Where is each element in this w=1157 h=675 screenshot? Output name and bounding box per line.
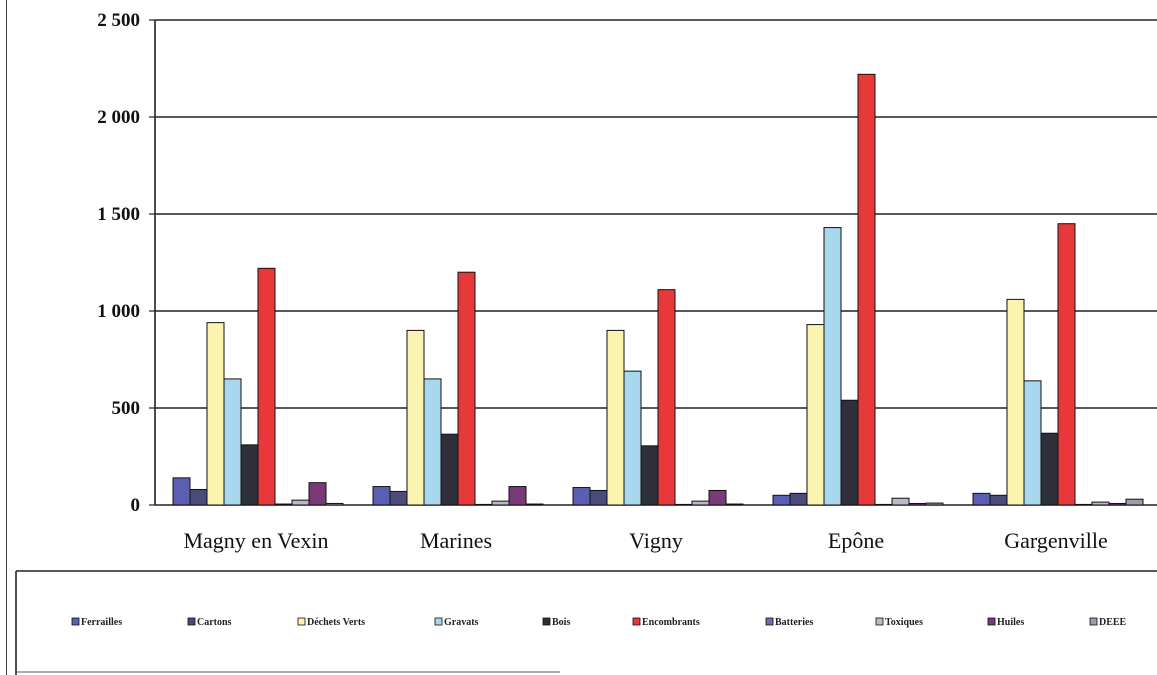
x-category-label: Vigny (629, 528, 683, 553)
bar (606, 329, 625, 506)
bar (989, 494, 1008, 506)
bar (508, 486, 527, 506)
legend-label: Bois (552, 617, 570, 628)
bar (423, 378, 442, 506)
bar (857, 73, 876, 506)
bar (240, 444, 259, 506)
y-tick-label: 500 (112, 398, 141, 419)
bar (589, 489, 608, 506)
legend-swatch (1089, 617, 1098, 626)
bar (640, 445, 659, 506)
bar (1006, 298, 1025, 506)
bar (972, 492, 991, 506)
legend-label: Batteries (775, 617, 813, 628)
y-tick-label: 2 000 (97, 107, 140, 128)
bar (325, 502, 344, 506)
legend-swatch (71, 617, 80, 626)
y-tick-label: 0 (131, 495, 141, 516)
bar (257, 267, 276, 506)
y-tick-label: 2 500 (97, 10, 140, 31)
chart-axes (149, 19, 1157, 506)
bar (1057, 223, 1076, 506)
bar (840, 399, 859, 506)
legend-label: Ferrailles (81, 617, 122, 628)
x-axis-categories: Magny en Vexin Marines Vigny Epône Gargenvil… (183, 528, 1107, 553)
page-border (6, 0, 7, 675)
bar (1023, 380, 1042, 506)
legend-swatch (765, 617, 774, 626)
legend-label: Déchets Verts (307, 617, 365, 628)
legend-label: Cartons (197, 617, 232, 628)
bar (708, 489, 727, 506)
x-category-label: Gargenville (1004, 528, 1107, 553)
bar (308, 482, 327, 506)
bar (691, 500, 710, 506)
grid-lines (155, 19, 1157, 409)
x-category-label: Marines (420, 528, 492, 553)
legend-swatch (434, 617, 443, 626)
legend-swatch (187, 617, 196, 626)
bar (725, 503, 744, 506)
bar (572, 487, 591, 506)
legend-swatch (875, 617, 884, 626)
bar (1074, 503, 1093, 506)
bar (823, 227, 842, 506)
y-axis-ticks: 0 500 1 000 1 500 2 000 2 500 (97, 10, 140, 516)
bar (674, 503, 693, 506)
bar (406, 329, 425, 506)
legend-label: Encombrants (642, 617, 700, 628)
x-category-label: Magny en Vexin (183, 528, 328, 553)
bar (372, 486, 391, 506)
bar (223, 378, 242, 506)
bar (389, 490, 408, 506)
bar (457, 271, 476, 506)
bar (440, 433, 459, 506)
bar (789, 492, 808, 506)
bar (623, 370, 642, 506)
bar (925, 502, 944, 506)
legend-label: Gravats (444, 617, 479, 628)
bar (657, 289, 676, 506)
bar (1040, 432, 1059, 506)
bar (772, 494, 791, 506)
bar (491, 500, 510, 506)
bar (874, 503, 893, 506)
bar (189, 488, 208, 506)
y-tick-label: 1 500 (97, 204, 140, 225)
bar (1091, 501, 1110, 506)
bar (206, 322, 225, 506)
x-category-label: Epône (828, 528, 884, 553)
legend: Ferrailles Cartons Déchets Verts Gravats Boi… (15, 570, 1157, 675)
y-tick-label: 1 000 (97, 301, 140, 322)
legend-swatch (987, 617, 996, 626)
legend-label: Toxiques (885, 617, 923, 628)
bar (525, 503, 544, 506)
bar (891, 497, 910, 506)
bar (1125, 498, 1144, 506)
bar (274, 503, 293, 506)
legend-swatch (542, 617, 551, 626)
legend-swatch (632, 617, 641, 626)
legend-swatch (297, 617, 306, 626)
bar (1108, 502, 1127, 506)
bar (806, 324, 825, 506)
bars (172, 73, 1144, 506)
bar (291, 499, 310, 506)
bar (908, 502, 927, 506)
legend-label: DEEE (1099, 617, 1127, 628)
legend-label: Huiles (997, 617, 1024, 628)
bar (474, 503, 493, 506)
bar (172, 477, 191, 506)
